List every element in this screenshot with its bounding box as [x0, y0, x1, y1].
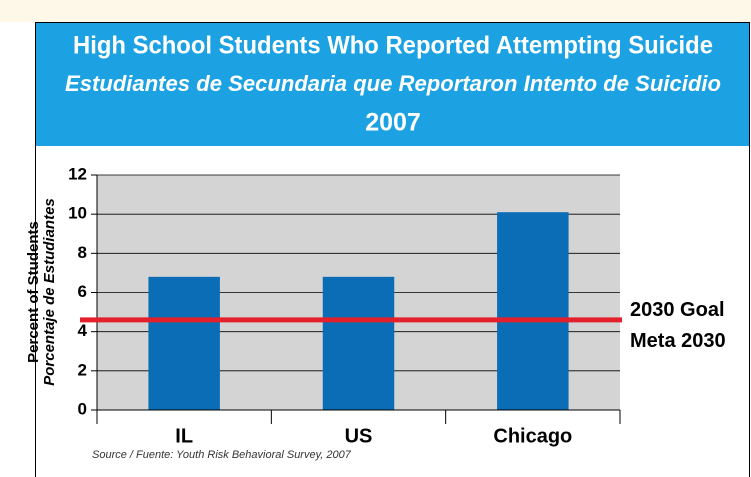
goal-label-es: Meta 2030	[630, 330, 726, 352]
y-tick-label: 2	[78, 360, 87, 379]
goal-label: 2030 Goal	[630, 299, 725, 321]
top-strip	[0, 0, 751, 22]
y-tick-label: 6	[78, 282, 87, 301]
bar	[497, 212, 569, 410]
y-tick-label: 12	[68, 164, 87, 183]
source: Source / Fuente: Youth Risk Behavioral S…	[92, 449, 352, 461]
title-box	[36, 23, 749, 146]
y-tick-label: 0	[78, 399, 87, 418]
x-tick-label: Chicago	[493, 425, 572, 447]
x-tick-label: US	[345, 425, 373, 447]
chart-subtitle: Estudiantes de Secundaria que Reportaron…	[65, 71, 721, 96]
y-axis-label-es: Porcentaje de Estudiantes	[41, 198, 58, 386]
bar	[148, 276, 220, 410]
chart-year: 2007	[365, 109, 421, 137]
y-tick-label: 8	[78, 243, 87, 262]
y-axis-label: Percent of Students	[25, 221, 42, 363]
bar	[322, 276, 395, 410]
x-tick-label: IL	[175, 425, 193, 447]
y-tick-label: 4	[78, 321, 88, 340]
y-tick-label: 10	[68, 204, 87, 223]
chart-title: High School Students Who Reported Attemp…	[73, 32, 713, 60]
